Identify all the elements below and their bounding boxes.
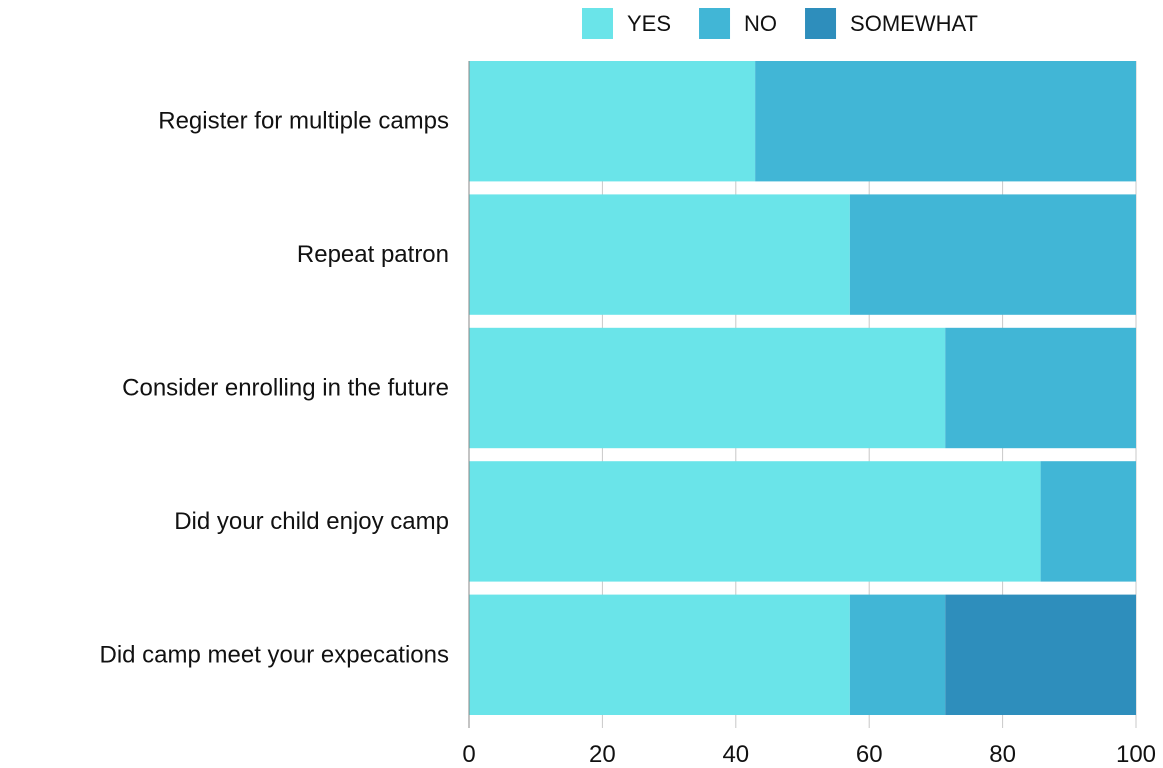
legend-swatch-somewhat	[805, 8, 836, 39]
bar-segment-yes	[469, 595, 850, 715]
category-label: Did camp meet your expecations	[100, 641, 450, 668]
legend-label-no: NO	[744, 11, 777, 36]
category-label: Did your child enjoy camp	[174, 508, 449, 535]
legend: YES NO SOMEWHAT	[582, 8, 978, 39]
bar-segment-no	[850, 595, 945, 715]
x-tick-labels: 0 20 40 60 80 100	[462, 741, 1156, 768]
bar-segment-yes	[469, 194, 850, 314]
legend-label-somewhat: SOMEWHAT	[850, 11, 978, 36]
category-labels: Register for multiple camps Repeat patron…	[100, 108, 450, 669]
bar-segment-yes	[469, 61, 755, 181]
category-label: Consider enrolling in the future	[122, 375, 449, 402]
x-tick-label: 100	[1116, 741, 1156, 768]
bar-segment-yes	[469, 328, 945, 448]
x-tick-label: 20	[589, 741, 616, 768]
bar-segment-no	[1041, 461, 1136, 581]
bar-segment-yes	[469, 461, 1041, 581]
category-label: Register for multiple camps	[158, 108, 449, 135]
bar-segment-no	[945, 328, 1136, 448]
bars	[469, 61, 1136, 715]
legend-label-yes: YES	[627, 11, 671, 36]
bar-segment-somewhat	[945, 595, 1136, 715]
x-tick-label: 60	[856, 741, 883, 768]
legend-swatch-yes	[582, 8, 613, 39]
category-label: Repeat patron	[297, 241, 449, 268]
bar-segment-no	[755, 61, 1136, 181]
x-tick-label: 80	[989, 741, 1016, 768]
legend-swatch-no	[699, 8, 730, 39]
x-tick-label: 40	[722, 741, 749, 768]
x-tick-label: 0	[462, 741, 475, 768]
bar-segment-no	[850, 194, 1136, 314]
